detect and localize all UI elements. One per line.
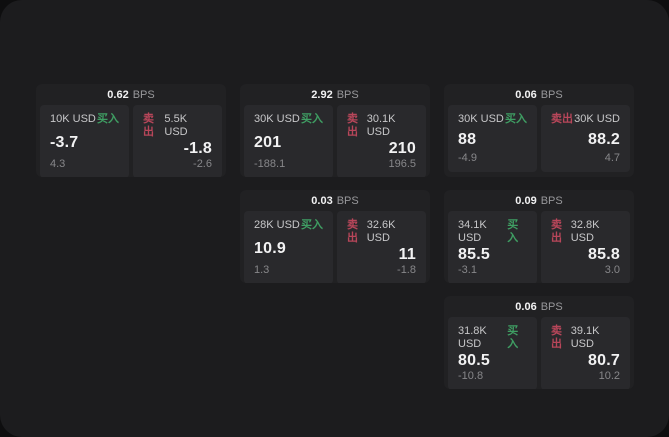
sell-sub-value: 4.7 <box>604 152 620 164</box>
buy-panel[interactable]: 30K USD 买入 88 -4.9 <box>448 105 537 172</box>
quote-card: 0.09 BPS 34.1K USD 买入 85.5 -3.1 卖出 32.8K… <box>444 190 634 283</box>
sell-panel[interactable]: 卖出 32.6K USD 11 -1.8 <box>337 211 426 283</box>
quote-card: 0.62 BPS 10K USD 买入 -3.7 4.3 卖出 5.5K USD… <box>36 84 226 177</box>
bps-spread-value: 2.92 <box>311 88 333 101</box>
quote-cards-grid: 0.62 BPS 10K USD 买入 -3.7 4.3 卖出 5.5K USD… <box>36 84 634 389</box>
buy-amount: 10K USD <box>50 113 96 125</box>
buy-side-label: 买入 <box>301 219 323 231</box>
buy-amount: 34.1K USD <box>458 219 487 244</box>
sell-price: 210 <box>388 140 416 157</box>
sell-sub-value: -1.8 <box>397 264 416 276</box>
buy-amount: 31.8K USD <box>458 325 487 350</box>
buy-amount: 28K USD <box>254 219 300 231</box>
card-body: 30K USD 买入 201 -188.1 卖出 30.1K USD 210 1… <box>240 103 430 177</box>
card-header: 0.03 BPS <box>240 190 430 209</box>
quote-card: 0.06 BPS 30K USD 买入 88 -4.9 卖出 30K USD 8… <box>444 84 634 177</box>
card-body: 31.8K USD 买入 80.5 -10.8 卖出 39.1K USD 80.… <box>444 315 634 389</box>
sell-amount: 30K USD <box>574 113 620 125</box>
buy-sub-value: -188.1 <box>254 158 286 170</box>
buy-panel[interactable]: 28K USD 买入 10.9 1.3 <box>244 211 333 283</box>
buy-amount: 30K USD <box>458 113 504 125</box>
bps-unit-label: BPS <box>540 194 563 207</box>
buy-sub-value: -3.1 <box>458 264 477 276</box>
buy-side-label: 买入 <box>507 325 519 350</box>
buy-sub-value: -10.8 <box>458 370 484 382</box>
card-header: 0.62 BPS <box>36 84 226 103</box>
buy-price: 80.5 <box>458 352 490 369</box>
sell-side-label: 卖出 <box>551 325 562 350</box>
bps-spread-value: 0.62 <box>107 88 129 101</box>
sell-price: 85.8 <box>588 246 620 263</box>
sell-panel[interactable]: 卖出 30K USD 88.2 4.7 <box>541 105 630 172</box>
sell-panel[interactable]: 卖出 32.8K USD 85.8 3.0 <box>541 211 630 283</box>
bps-unit-label: BPS <box>540 300 563 313</box>
buy-price: -3.7 <box>50 133 79 151</box>
card-body: 30K USD 买入 88 -4.9 卖出 30K USD 88.2 4.7 <box>444 103 634 177</box>
sell-side-label: 卖出 <box>347 219 358 244</box>
buy-price: 88 <box>458 130 477 148</box>
card-body: 28K USD 买入 10.9 1.3 卖出 32.6K USD 11 -1.8 <box>240 209 430 283</box>
sell-amount: 39.1K USD <box>570 325 600 350</box>
sell-amount: 32.6K USD <box>366 219 396 244</box>
buy-price: 10.9 <box>254 239 286 257</box>
buy-sub-value: 4.3 <box>50 158 66 170</box>
card-body: 10K USD 买入 -3.7 4.3 卖出 5.5K USD -1.8 -2.… <box>36 103 226 177</box>
sell-side-label: 卖出 <box>551 219 562 244</box>
sell-side-label: 卖出 <box>143 113 154 138</box>
card-header: 0.06 BPS <box>444 296 634 315</box>
buy-panel[interactable]: 10K USD 买入 -3.7 4.3 <box>40 105 129 177</box>
buy-price: 85.5 <box>458 246 490 263</box>
buy-amount: 30K USD <box>254 113 300 125</box>
card-body: 34.1K USD 买入 85.5 -3.1 卖出 32.8K USD 85.8… <box>444 209 634 283</box>
buy-sub-value: 1.3 <box>254 264 270 276</box>
sell-sub-value: 10.2 <box>598 370 620 382</box>
buy-panel[interactable]: 31.8K USD 买入 80.5 -10.8 <box>448 317 537 389</box>
sell-sub-value: 3.0 <box>604 264 620 276</box>
quote-card: 2.92 BPS 30K USD 买入 201 -188.1 卖出 30.1K … <box>240 84 430 177</box>
buy-side-label: 买入 <box>301 113 323 125</box>
bps-unit-label: BPS <box>132 88 155 101</box>
buy-price: 201 <box>254 133 282 151</box>
card-header: 0.09 BPS <box>444 190 634 209</box>
sell-price: 11 <box>398 246 416 263</box>
sell-amount: 32.8K USD <box>570 219 600 244</box>
sell-panel[interactable]: 卖出 30.1K USD 210 196.5 <box>337 105 426 177</box>
sell-amount: 5.5K USD <box>164 113 188 138</box>
sell-panel[interactable]: 卖出 39.1K USD 80.7 10.2 <box>541 317 630 389</box>
bps-spread-value: 0.06 <box>515 88 537 101</box>
quote-card: 0.06 BPS 31.8K USD 买入 80.5 -10.8 卖出 39.1… <box>444 296 634 389</box>
card-header: 0.06 BPS <box>444 84 634 103</box>
sell-sub-value: 196.5 <box>388 158 416 170</box>
bps-unit-label: BPS <box>540 88 563 101</box>
sell-price: -1.8 <box>183 140 212 157</box>
buy-panel[interactable]: 30K USD 买入 201 -188.1 <box>244 105 333 177</box>
bps-unit-label: BPS <box>336 194 359 207</box>
buy-side-label: 买入 <box>507 219 519 244</box>
sell-side-label: 卖出 <box>347 113 358 138</box>
sell-amount: 30.1K USD <box>366 113 396 138</box>
buy-panel[interactable]: 34.1K USD 买入 85.5 -3.1 <box>448 211 537 283</box>
quote-card: 0.03 BPS 28K USD 买入 10.9 1.3 卖出 32.6K US… <box>240 190 430 283</box>
sell-side-label: 卖出 <box>551 113 573 125</box>
bps-unit-label: BPS <box>336 88 359 101</box>
sell-panel[interactable]: 卖出 5.5K USD -1.8 -2.6 <box>133 105 222 177</box>
buy-side-label: 买入 <box>505 113 527 125</box>
bps-spread-value: 0.09 <box>515 194 537 207</box>
sell-price: 80.7 <box>588 352 620 369</box>
bps-spread-value: 0.06 <box>515 300 537 313</box>
card-header: 2.92 BPS <box>240 84 430 103</box>
sell-price: 88.2 <box>588 130 620 148</box>
sell-sub-value: -2.6 <box>193 158 212 170</box>
buy-side-label: 买入 <box>97 113 119 125</box>
bps-spread-value: 0.03 <box>311 194 333 207</box>
buy-sub-value: -4.9 <box>458 152 477 164</box>
